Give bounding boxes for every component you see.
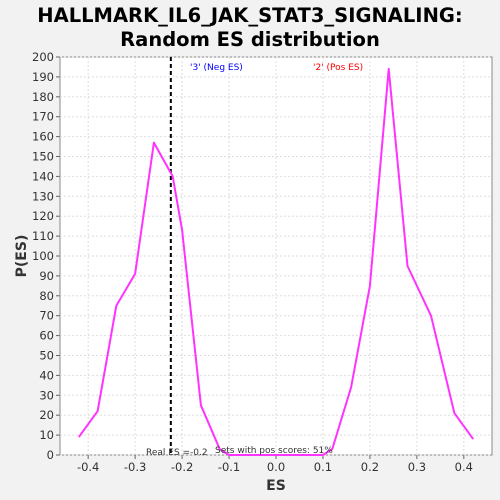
y-tick-label: 40 (39, 368, 54, 382)
y-tick-label: 30 (39, 388, 54, 402)
y-tick-label: 20 (39, 408, 54, 422)
x-axis-ticks: -0.4 -0.3 -0.2 -0.1 0.0 0.1 0.2 0.3 0.4 (77, 455, 473, 474)
distribution-line (77, 67, 475, 456)
y-tick-label: 170 (32, 110, 54, 124)
y-tick-label: 0 (47, 448, 54, 462)
x-tick-label: -0.1 (218, 460, 240, 474)
y-tick-label: 80 (39, 289, 54, 303)
y-tick-label: 160 (32, 130, 54, 144)
x-tick-label: 0.0 (267, 460, 285, 474)
x-tick-label: -0.2 (171, 460, 193, 474)
chart-title-line-1: HALLMARK_IL6_JAK_STAT3_SIGNALING: (37, 4, 462, 27)
real-es-label: Real ES =-0.2 (146, 448, 208, 458)
y-tick-label: 110 (32, 229, 54, 243)
y-tick-label: 10 (39, 428, 54, 442)
y-tick-label: 90 (39, 269, 54, 283)
y-tick-label: 60 (39, 329, 54, 343)
y-tick-label: 50 (39, 349, 54, 363)
sets-with-pos-scores-label: Sets with pos scores: 51% (215, 446, 333, 456)
y-tick-label: 120 (32, 209, 54, 223)
x-tick-label: -0.3 (124, 460, 146, 474)
x-tick-label: 0.3 (408, 460, 426, 474)
chart-title-line-2: Random ES distribution (120, 28, 380, 51)
x-tick-label: -0.4 (77, 460, 99, 474)
y-tick-label: 100 (32, 249, 54, 263)
y-tick-label: 150 (32, 150, 54, 164)
x-axis-label: ES (266, 478, 286, 494)
x-tick-label: 0.2 (361, 460, 379, 474)
neg-es-label: '3' (Neg ES) (190, 63, 243, 73)
y-tick-label: 190 (32, 70, 54, 84)
y-axis-ticks: 0 10 20 30 40 50 60 70 80 90 100 110 120 130 140 150 160… (32, 50, 60, 462)
pos-es-label: '2' (Pos ES) (313, 63, 363, 73)
x-tick-label: 0.1 (314, 460, 332, 474)
y-tick-label: 180 (32, 90, 54, 104)
y-axis-label: P(ES) (14, 235, 30, 278)
x-tick-label: 0.4 (455, 460, 473, 474)
y-tick-label: 70 (39, 309, 54, 323)
y-tick-label: 200 (32, 50, 54, 64)
distribution-series (77, 67, 475, 456)
grid-lines (60, 56, 492, 456)
y-tick-label: 140 (32, 169, 54, 183)
y-tick-label: 130 (32, 189, 54, 203)
